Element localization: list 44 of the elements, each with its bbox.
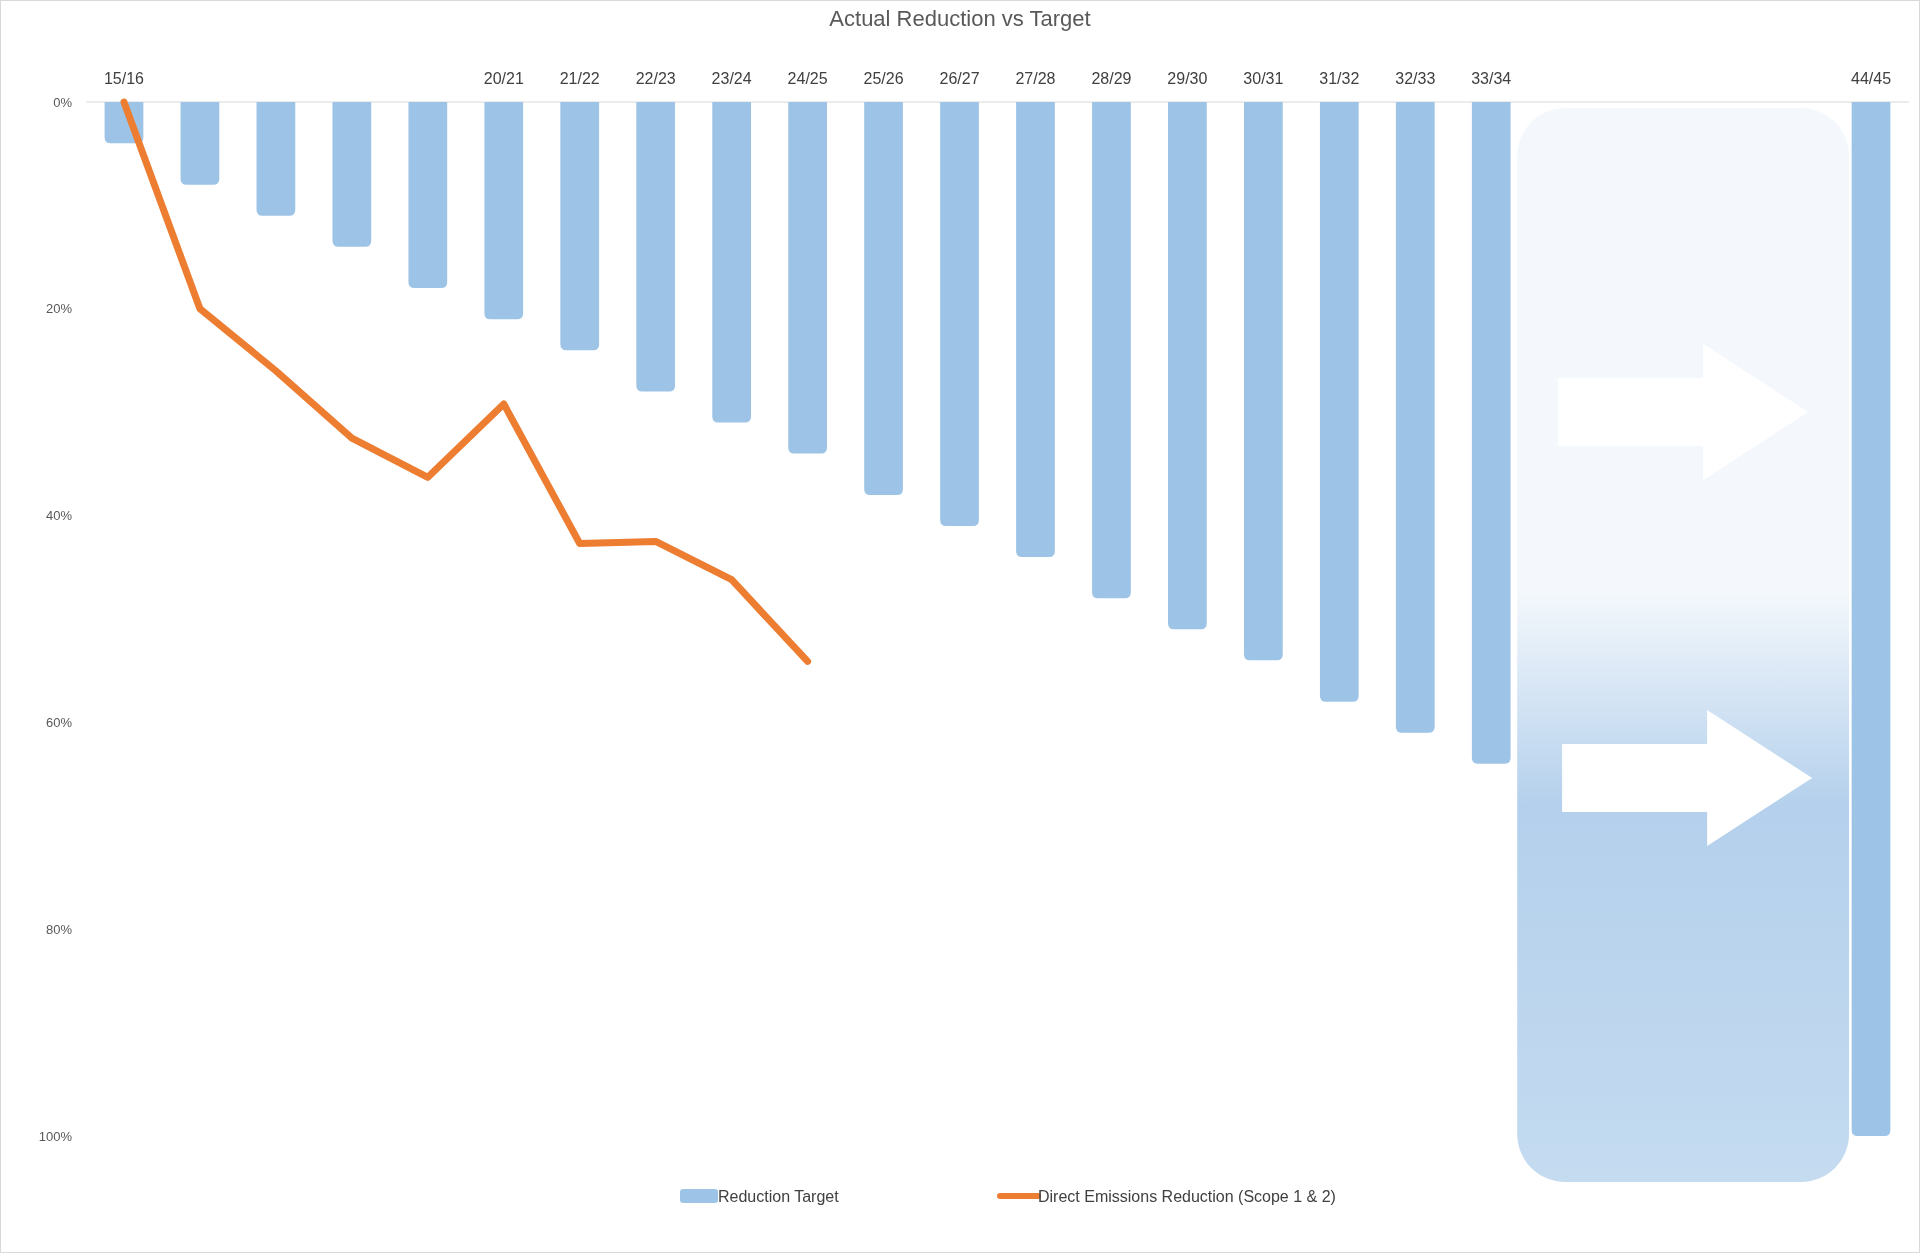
x-tick-label: 22/23 xyxy=(635,70,676,87)
x-tick-label: 23/24 xyxy=(711,70,752,87)
y-tick-label: 80% xyxy=(45,921,73,937)
bar xyxy=(256,102,296,216)
x-tick-label: 30/31 xyxy=(1243,70,1284,87)
x-tick-label: 44/45 xyxy=(1851,70,1892,87)
y-tick-label: 40% xyxy=(45,508,73,524)
y-tick-label: 100% xyxy=(38,1128,73,1144)
bar xyxy=(1471,102,1511,764)
y-tick-label: 20% xyxy=(45,301,73,317)
bar xyxy=(484,102,524,320)
bar xyxy=(1395,102,1435,733)
bar xyxy=(1319,102,1359,702)
bar xyxy=(1851,102,1891,1136)
legend-label: Direct Emissions Reduction (Scope 1 & 2) xyxy=(1038,1187,1336,1205)
bar xyxy=(1243,102,1283,661)
x-tick-label: 33/34 xyxy=(1471,70,1512,87)
bar xyxy=(180,102,220,185)
y-tick-label: 0% xyxy=(53,94,73,110)
x-tick-label: 20/21 xyxy=(483,70,524,87)
x-tick-label: 29/30 xyxy=(1167,70,1208,87)
chart-title: Actual Reduction vs Target xyxy=(829,6,1091,31)
x-tick-label: 27/28 xyxy=(1015,70,1056,87)
bar xyxy=(940,102,979,526)
bar xyxy=(1016,102,1055,557)
x-tick-label: 15/16 xyxy=(103,70,145,87)
bar xyxy=(408,102,448,289)
bar xyxy=(1168,102,1207,630)
bar xyxy=(560,102,600,351)
bar xyxy=(1092,102,1131,599)
x-tick-label: 26/27 xyxy=(939,70,980,87)
x-tick-label: 28/29 xyxy=(1091,70,1132,87)
bar xyxy=(332,102,372,247)
legend-label: Reduction Target xyxy=(718,1187,840,1205)
x-tick-label: 31/32 xyxy=(1319,70,1360,87)
x-tick-label: 21/22 xyxy=(559,70,600,87)
bar xyxy=(788,102,827,454)
x-tick-label: 25/26 xyxy=(863,70,904,87)
x-tick-label: 32/33 xyxy=(1395,70,1436,87)
x-tick-label: 24/25 xyxy=(787,70,828,87)
bar xyxy=(864,102,903,495)
bar xyxy=(636,102,676,392)
bar xyxy=(712,102,752,423)
y-tick-label: 60% xyxy=(45,714,73,730)
